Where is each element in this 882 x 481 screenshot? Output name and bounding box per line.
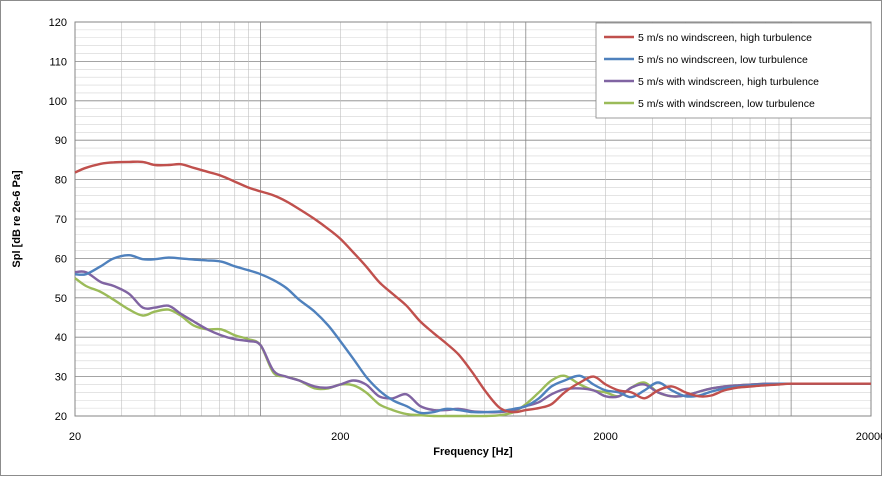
x-tick-label: 20 bbox=[69, 431, 81, 443]
y-tick-label: 80 bbox=[55, 175, 67, 187]
legend-label-2: 5 m/s no windscreen, low turbulence bbox=[638, 54, 808, 66]
y-axis-title: Spl [dB re 2e-6 Pa] bbox=[11, 170, 23, 268]
y-tick-label: 30 bbox=[55, 372, 67, 384]
y-tick-label: 100 bbox=[49, 96, 67, 108]
y-axis-ticks: 20 30 40 50 60 70 80 90 100 110 120 bbox=[49, 17, 67, 423]
legend-label-1: 5 m/s no windscreen, high turbulence bbox=[638, 32, 812, 44]
y-tick-label: 50 bbox=[55, 293, 67, 305]
y-tick-label: 70 bbox=[55, 214, 67, 226]
y-tick-label: 90 bbox=[55, 135, 67, 147]
y-tick-label: 110 bbox=[49, 56, 67, 68]
y-tick-label: 40 bbox=[55, 332, 67, 344]
x-tick-label: 2000 bbox=[593, 431, 617, 443]
x-axis-ticks: 20 200 2000 20000 bbox=[69, 431, 882, 443]
series-line-1 bbox=[74, 160, 871, 414]
legend-label-3: 5 m/s with windscreen, high turbulence bbox=[638, 76, 819, 88]
y-tick-label: 120 bbox=[49, 17, 67, 29]
y-tick-label: 20 bbox=[55, 411, 67, 423]
legend: 5 m/s no windscreen, high turbulence 5 m/… bbox=[595, 22, 872, 119]
series-lines bbox=[74, 160, 871, 418]
x-tick-label: 200 bbox=[331, 431, 349, 443]
y-tick-label: 60 bbox=[55, 253, 67, 265]
legend-box bbox=[595, 22, 872, 119]
legend-label-4: 5 m/s with windscreen, low turbulence bbox=[638, 98, 815, 110]
x-tick-label: 20000 bbox=[856, 431, 882, 443]
x-axis-title: Frequency [Hz] bbox=[433, 446, 513, 458]
